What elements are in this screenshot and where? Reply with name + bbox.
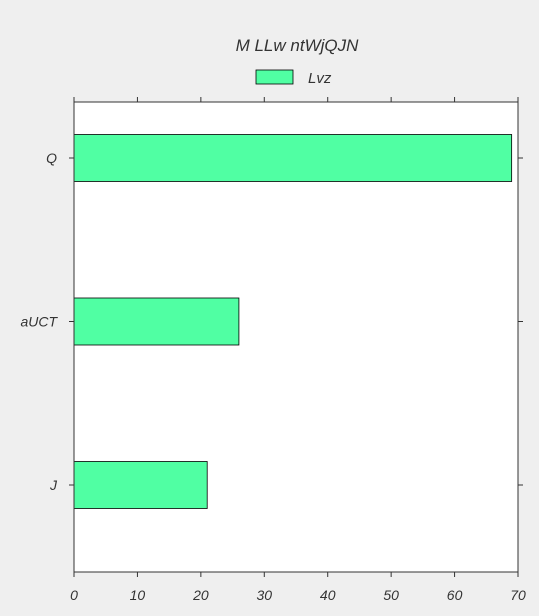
chart-title: M LLw ntWjQJN xyxy=(236,36,360,55)
y-tick-label: Q xyxy=(46,150,57,166)
x-tick-label: 40 xyxy=(320,587,336,603)
x-tick-label: 60 xyxy=(447,587,463,603)
plot-frame xyxy=(73,101,519,573)
bar-J xyxy=(73,461,208,509)
legend: Lvz xyxy=(255,69,332,87)
bars xyxy=(73,134,513,509)
legend-label: Lvz xyxy=(308,70,332,87)
bar-Q xyxy=(73,134,513,182)
x-tick-label: 10 xyxy=(130,587,146,603)
bar-aUCT xyxy=(73,297,240,346)
x-tick-label: 0 xyxy=(70,587,78,603)
x-tick-label: 70 xyxy=(510,587,526,603)
x-tick-label: 20 xyxy=(192,587,209,603)
x-tick-label: 30 xyxy=(256,587,272,603)
y-tick-label: J xyxy=(49,477,58,493)
x-tick-label: 50 xyxy=(383,587,399,603)
y-tick-label: aUCT xyxy=(20,314,58,330)
x-axis-ticks: 0 10 20 30 40 50 60 70 xyxy=(70,97,526,603)
legend-swatch xyxy=(255,69,294,85)
